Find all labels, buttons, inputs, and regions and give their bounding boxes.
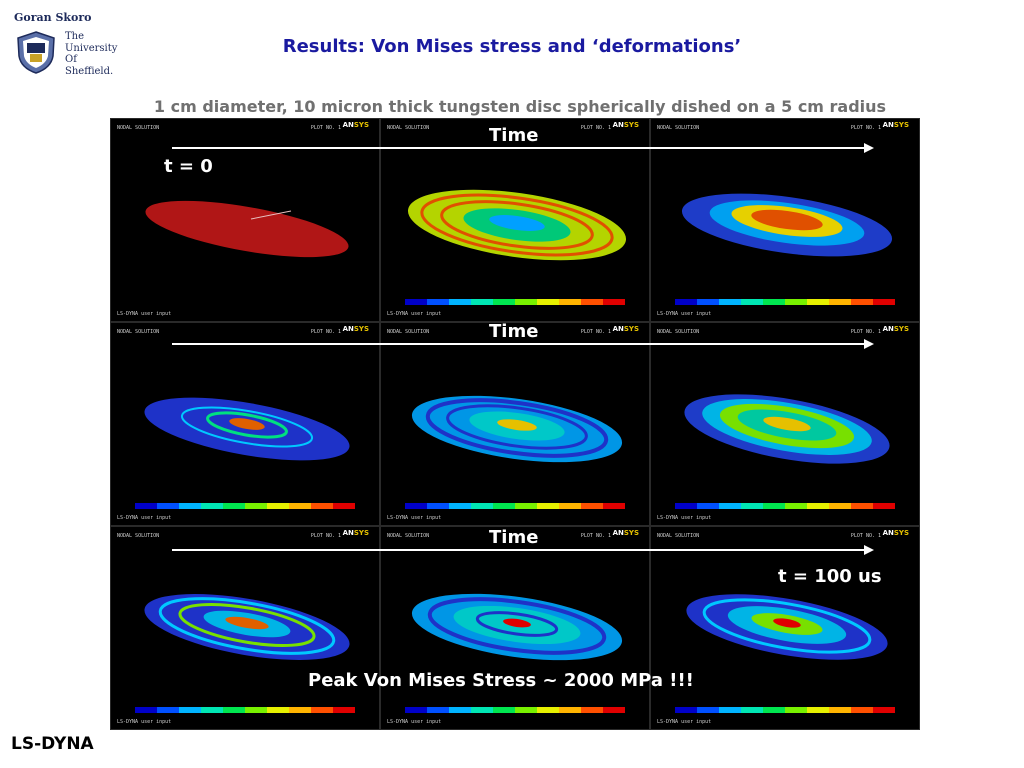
colorbar bbox=[405, 503, 625, 509]
panel-footer: LS-DYNA user input bbox=[657, 515, 712, 521]
stress-plot-r1c3: NODAL SOLUTION PLOT NO. 1 ANSYS LS-DYNA … bbox=[650, 118, 920, 322]
disc-deformation-plot bbox=[411, 395, 623, 463]
disc-deformation-plot bbox=[407, 189, 627, 261]
panel-footer: LS-DYNA user input bbox=[387, 515, 442, 521]
panel-header: NODAL SOLUTION bbox=[117, 329, 160, 335]
disc-deformation-plot bbox=[411, 593, 623, 661]
disc-deformation-plot bbox=[144, 594, 350, 660]
panel-header: NODAL SOLUTION bbox=[657, 329, 700, 335]
colorbar bbox=[675, 299, 895, 305]
panel-footer: LS-DYNA user input bbox=[657, 311, 712, 317]
stress-plot-r2c3: NODAL SOLUTION PLOT NO. 1 ANSYS LS-DYNA … bbox=[650, 322, 920, 526]
panel-plot-number: PLOT NO. 1 bbox=[580, 125, 611, 131]
colorbar bbox=[405, 707, 625, 713]
end-time-label: t = 100 us bbox=[778, 566, 882, 587]
slide-title: Results: Von Mises stress and ‘deformati… bbox=[282, 36, 742, 57]
time-label-row-2: Time bbox=[489, 321, 539, 342]
panel-plot-number: PLOT NO. 1 bbox=[310, 329, 341, 335]
stress-plot-r1c1: NODAL SOLUTION PLOT NO. 1 ANSYS LS-DYNA … bbox=[110, 118, 380, 322]
university-crest-icon bbox=[17, 31, 55, 74]
university-line-3: Of bbox=[65, 54, 77, 65]
panel-header: NODAL SOLUTION bbox=[387, 533, 430, 539]
panel-header: NODAL SOLUTION bbox=[387, 125, 430, 131]
panel-footer: LS-DYNA user input bbox=[117, 719, 172, 725]
panel-plot-number: PLOT NO. 1 bbox=[310, 125, 341, 131]
colorbar bbox=[405, 299, 625, 305]
slide-subtitle: 1 cm diameter, 10 micron thick tungsten … bbox=[153, 97, 887, 116]
panel-header: NODAL SOLUTION bbox=[117, 533, 160, 539]
ansys-logo: ANSYS bbox=[342, 121, 369, 129]
panel-plot-number: PLOT NO. 1 bbox=[850, 533, 881, 539]
stress-plot-r2c2: NODAL SOLUTION PLOT NO. 1 ANSYS LS-DYNA … bbox=[380, 322, 650, 526]
ansys-logo: ANSYS bbox=[882, 529, 909, 537]
university-line-2: University bbox=[65, 42, 118, 54]
disc-deformation-plot bbox=[145, 200, 349, 258]
ansys-logo: ANSYS bbox=[342, 325, 369, 333]
start-time-label: t = 0 bbox=[164, 156, 213, 177]
colorbar bbox=[675, 707, 895, 713]
disc-deformation-plot bbox=[681, 193, 893, 257]
colorbar bbox=[135, 707, 355, 713]
panel-plot-number: PLOT NO. 1 bbox=[310, 533, 341, 539]
panel-header: NODAL SOLUTION bbox=[657, 125, 700, 131]
panel-footer: LS-DYNA user input bbox=[117, 311, 172, 317]
panel-plot-number: PLOT NO. 1 bbox=[850, 329, 881, 335]
simulation-panel-grid: NODAL SOLUTION PLOT NO. 1 ANSYS LS-DYNA … bbox=[110, 118, 920, 730]
panel-header: NODAL SOLUTION bbox=[117, 125, 160, 131]
disc-deformation-plot bbox=[686, 594, 888, 660]
panel-plot-number: PLOT NO. 1 bbox=[850, 125, 881, 131]
university-line-1: The bbox=[65, 31, 85, 42]
panel-plot-number: PLOT NO. 1 bbox=[580, 329, 611, 335]
panel-plot-number: PLOT NO. 1 bbox=[580, 533, 611, 539]
disc-deformation-plot bbox=[684, 394, 890, 464]
colorbar bbox=[135, 503, 355, 509]
colorbar bbox=[675, 503, 895, 509]
panel-footer: LS-DYNA user input bbox=[117, 515, 172, 521]
ansys-logo: ANSYS bbox=[342, 529, 369, 537]
time-arrow-row-1 bbox=[172, 143, 874, 153]
panel-footer: LS-DYNA user input bbox=[387, 311, 442, 317]
panel-header: NODAL SOLUTION bbox=[387, 329, 430, 335]
stress-plot-r3c1: NODAL SOLUTION PLOT NO. 1 ANSYS LS-DYNA … bbox=[110, 526, 380, 730]
stress-plot-r3c3: NODAL SOLUTION PLOT NO. 1 ANSYS LS-DYNA … bbox=[650, 526, 920, 730]
software-label: LS-DYNA bbox=[11, 734, 94, 754]
ansys-logo: ANSYS bbox=[882, 121, 909, 129]
peak-stress-note: Peak Von Mises Stress ~ 2000 MPa !!! bbox=[308, 670, 694, 691]
time-label-row-3: Time bbox=[489, 527, 539, 548]
ansys-logo: ANSYS bbox=[612, 529, 639, 537]
stress-plot-r2c1: NODAL SOLUTION PLOT NO. 1 ANSYS LS-DYNA … bbox=[110, 322, 380, 526]
ansys-logo: ANSYS bbox=[612, 325, 639, 333]
ansys-logo: ANSYS bbox=[612, 121, 639, 129]
panel-footer: LS-DYNA user input bbox=[387, 719, 442, 725]
time-arrow-row-3 bbox=[172, 545, 874, 555]
author-name: Goran Skoro bbox=[14, 11, 92, 24]
panel-footer: LS-DYNA user input bbox=[657, 719, 712, 725]
ansys-logo: ANSYS bbox=[882, 325, 909, 333]
time-label-row-1: Time bbox=[489, 125, 539, 146]
stress-plot-r1c2: NODAL SOLUTION PLOT NO. 1 ANSYS LS-DYNA … bbox=[380, 118, 650, 322]
time-arrow-row-2 bbox=[172, 339, 874, 349]
panel-header: NODAL SOLUTION bbox=[657, 533, 700, 539]
stress-plot-r3c2: NODAL SOLUTION PLOT NO. 1 ANSYS LS-DYNA … bbox=[380, 526, 650, 730]
university-name: The University Of Sheffield. bbox=[65, 31, 117, 77]
university-line-4: Sheffield. bbox=[65, 65, 114, 77]
disc-deformation-plot bbox=[144, 397, 350, 461]
